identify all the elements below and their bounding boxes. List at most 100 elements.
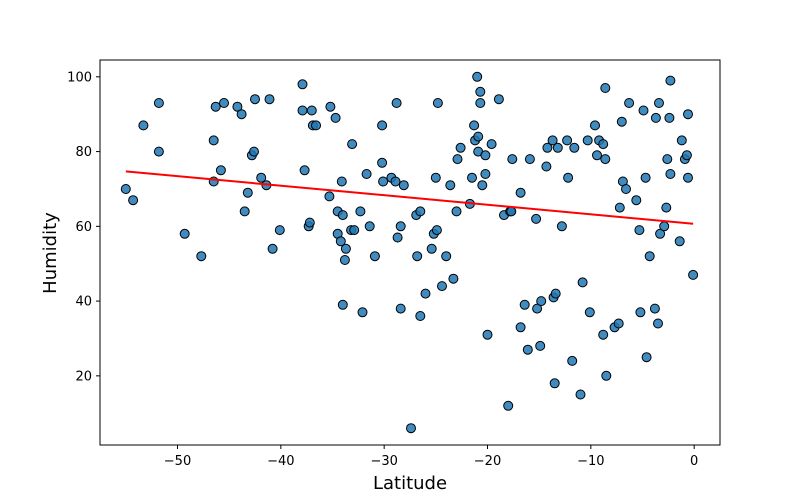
- data-point: [614, 202, 625, 213]
- data-point: [431, 225, 442, 236]
- data-point: [590, 120, 600, 131]
- data-point: [616, 116, 627, 127]
- data-point: [655, 228, 666, 239]
- data-point: [563, 172, 574, 183]
- data-point: [390, 176, 401, 187]
- y-tick-label: 80: [75, 145, 92, 160]
- data-point: [391, 98, 402, 108]
- data-point: [153, 98, 164, 108]
- data-point: [412, 251, 423, 262]
- data-point: [535, 340, 546, 351]
- data-point: [480, 150, 491, 161]
- data-point: [406, 423, 416, 434]
- data-point: [522, 344, 533, 355]
- data-point: [355, 206, 366, 217]
- regression-layer: [125, 170, 694, 225]
- data-point: [378, 176, 389, 187]
- data-point: [415, 311, 426, 321]
- y-tick-label: 20: [75, 369, 92, 384]
- data-point: [420, 288, 431, 299]
- data-point: [469, 120, 480, 131]
- data-point: [299, 165, 310, 176]
- data-point: [239, 206, 250, 217]
- data-point: [210, 101, 221, 112]
- data-point: [634, 225, 645, 236]
- data-point: [661, 202, 672, 213]
- data-point: [659, 221, 670, 232]
- data-point: [369, 251, 380, 262]
- data-point: [552, 142, 563, 153]
- data-point: [398, 180, 409, 191]
- data-point: [650, 112, 661, 123]
- data-point: [297, 105, 308, 116]
- data-point: [515, 187, 526, 198]
- data-point: [179, 228, 190, 239]
- data-point: [584, 307, 595, 318]
- data-point: [392, 232, 403, 243]
- data-point: [592, 150, 602, 161]
- data-point: [361, 169, 372, 179]
- x-tick-label: −30: [370, 454, 397, 469]
- data-point: [274, 225, 285, 236]
- data-point: [219, 98, 229, 108]
- data-point: [475, 86, 486, 97]
- data-point: [664, 112, 675, 123]
- data-point: [153, 146, 164, 157]
- data-point: [653, 318, 663, 329]
- y-axis-label: Humidity: [40, 212, 61, 294]
- data-point: [688, 269, 699, 280]
- x-tick-label: −50: [164, 454, 191, 469]
- data-point: [395, 303, 406, 314]
- data-point: [349, 225, 360, 236]
- data-point: [515, 322, 526, 333]
- data-point: [507, 154, 518, 165]
- data-point: [304, 217, 315, 228]
- data-point: [267, 243, 278, 254]
- data-point: [311, 120, 321, 131]
- data-point: [336, 176, 347, 187]
- data-point: [531, 213, 542, 224]
- data-point: [577, 277, 588, 288]
- x-axis-label: Latitude: [373, 473, 447, 494]
- data-point: [567, 355, 578, 366]
- data-point: [335, 236, 346, 247]
- data-point: [377, 157, 388, 168]
- data-point: [477, 180, 488, 191]
- data-point: [339, 255, 350, 265]
- data-point: [613, 318, 624, 329]
- data-point: [128, 195, 139, 206]
- data-point: [415, 206, 426, 217]
- data-point: [208, 135, 219, 146]
- x-tick-label: −10: [577, 454, 604, 469]
- regression-line: [125, 170, 694, 225]
- data-point: [452, 154, 463, 165]
- x-tick-label: 0: [690, 454, 698, 469]
- data-point: [662, 154, 673, 165]
- data-point: [621, 184, 631, 194]
- data-point: [306, 105, 317, 116]
- data-point: [377, 120, 388, 131]
- data-point: [249, 146, 259, 157]
- data-point: [448, 273, 459, 284]
- data-point: [532, 303, 543, 314]
- data-point: [644, 251, 655, 262]
- data-point: [337, 299, 348, 310]
- data-point: [493, 94, 504, 105]
- data-point: [547, 135, 558, 146]
- points-layer: [120, 71, 699, 434]
- x-axis-ticks: −50 −40 −30 −20 −10 0: [164, 445, 698, 469]
- data-point: [256, 172, 267, 183]
- data-point: [549, 378, 560, 389]
- data-point: [472, 71, 483, 82]
- data-point: [524, 154, 535, 165]
- data-point: [236, 109, 247, 120]
- data-point: [250, 94, 260, 105]
- data-point: [640, 172, 651, 183]
- data-point: [635, 307, 646, 318]
- data-point: [550, 288, 561, 299]
- data-point: [665, 169, 676, 179]
- data-point: [503, 400, 514, 411]
- data-point: [676, 135, 687, 146]
- data-point: [562, 135, 573, 146]
